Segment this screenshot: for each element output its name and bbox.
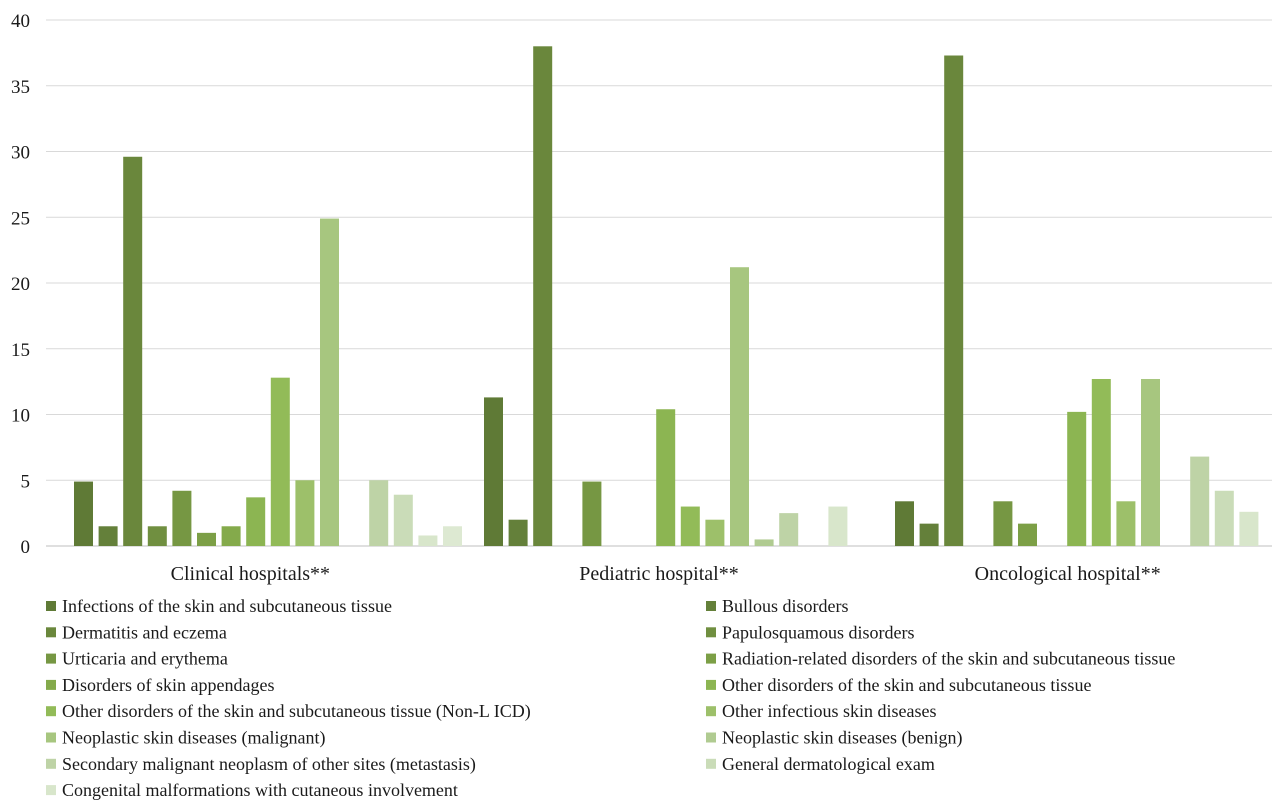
bar — [993, 501, 1013, 546]
bar — [369, 480, 389, 546]
bar — [582, 481, 602, 546]
legend-swatch — [46, 679, 56, 690]
bar — [1141, 378, 1160, 546]
bar — [779, 513, 799, 546]
bar — [730, 267, 749, 546]
bar — [147, 526, 167, 546]
bars — [74, 46, 1259, 547]
legend-label: General dermatological exam — [722, 754, 935, 774]
bar — [295, 480, 315, 546]
bar — [754, 539, 774, 546]
bar — [1214, 490, 1234, 546]
bar — [1018, 523, 1037, 546]
y-tick-label: 25 — [11, 208, 30, 229]
legend-swatch — [46, 601, 56, 611]
legend-swatch — [46, 758, 56, 769]
y-tick-label: 35 — [11, 77, 30, 98]
category-label: Clinical hospitals** — [171, 563, 330, 585]
bar — [197, 532, 216, 546]
legend-swatch — [706, 653, 716, 664]
bar — [680, 506, 700, 546]
legend-swatch — [46, 653, 56, 664]
bar — [1239, 511, 1259, 546]
bar — [919, 523, 939, 546]
y-tick-label: 15 — [11, 340, 30, 361]
y-axis-ticks: 0 5 10 15 20 25 30 35 40 — [11, 11, 30, 558]
bar — [270, 377, 290, 546]
bar — [443, 526, 462, 546]
bar — [418, 535, 438, 546]
legend-swatch — [46, 732, 56, 743]
legend-label: Disorders of skin appendages — [62, 675, 274, 695]
bar — [1067, 411, 1087, 546]
gridlines — [46, 19, 1272, 547]
legend-swatch — [706, 601, 716, 611]
legend-label: Other disorders of the skin and subcutan… — [62, 701, 531, 722]
bar — [172, 490, 192, 546]
legend-swatch — [46, 785, 56, 796]
legend-swatch — [706, 732, 716, 743]
bar — [944, 55, 964, 546]
bar — [74, 481, 93, 546]
bar — [123, 156, 143, 546]
legend-label: Urticaria and erythema — [62, 649, 228, 669]
bar — [533, 46, 553, 547]
category-label: Pediatric hospital** — [579, 563, 738, 585]
legend-label: Neoplastic skin diseases (malignant) — [62, 728, 325, 749]
legend-label: Other infectious skin diseases — [722, 701, 936, 721]
legend: Infections of the skin and subcutaneous … — [46, 596, 1175, 800]
y-tick-label: 30 — [11, 143, 30, 164]
legend-label: Infections of the skin and subcutaneous … — [62, 596, 392, 616]
y-tick-label: 40 — [11, 11, 30, 32]
bar — [98, 526, 118, 546]
legend-label: Secondary malignant neoplasm of other si… — [62, 754, 476, 775]
legend-label: Papulosquamous disorders — [722, 622, 915, 642]
legend-label: Neoplastic skin diseases (benign) — [722, 728, 962, 749]
legend-swatch — [706, 758, 716, 769]
category-label: Oncological hospital** — [975, 563, 1161, 585]
bar — [1091, 378, 1111, 546]
legend-swatch — [706, 706, 716, 717]
bar — [656, 409, 676, 546]
x-axis: Clinical hospitals** Pediatric hospital**… — [171, 563, 1161, 585]
bar — [1190, 456, 1210, 546]
bar — [705, 519, 725, 546]
y-tick-label: 20 — [11, 274, 30, 295]
y-tick-label: 5 — [21, 471, 31, 492]
bar — [246, 497, 266, 546]
legend-label: Other disorders of the skin and subcutan… — [722, 675, 1091, 695]
bar — [895, 501, 914, 546]
legend-swatch — [706, 679, 716, 690]
bar — [393, 494, 413, 546]
bar — [221, 526, 241, 546]
bar — [508, 519, 528, 546]
legend-swatch — [706, 627, 716, 638]
legend-label: Congenital malformations with cutaneous … — [62, 780, 458, 800]
legend-swatch — [46, 706, 56, 717]
legend-label: Dermatitis and eczema — [62, 622, 227, 642]
legend-swatch — [46, 627, 56, 638]
legend-label: Bullous disorders — [722, 596, 849, 616]
y-tick-label: 0 — [21, 537, 31, 558]
y-tick-label: 10 — [11, 406, 30, 427]
legend-label: Radiation-related disorders of the skin … — [722, 649, 1175, 669]
bar — [484, 397, 503, 546]
bar — [828, 506, 848, 546]
bar — [320, 218, 339, 546]
bar — [1116, 501, 1136, 546]
